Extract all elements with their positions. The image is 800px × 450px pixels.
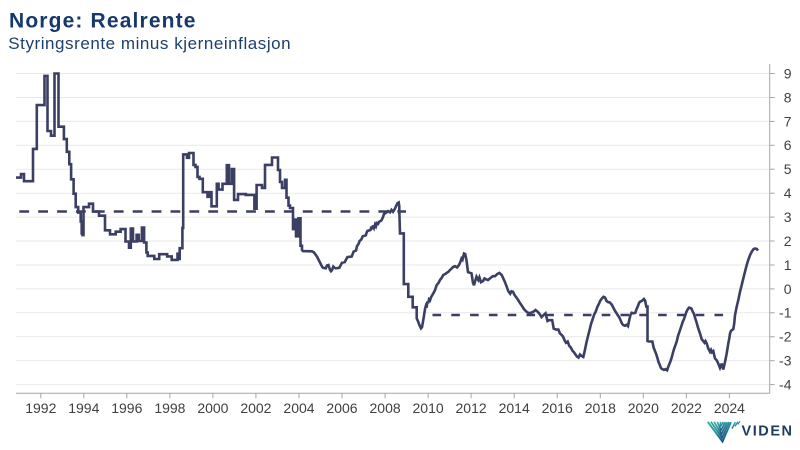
svg-text:2012: 2012 [456, 400, 487, 416]
svg-text:2010: 2010 [413, 400, 444, 416]
svg-text:5: 5 [784, 161, 792, 177]
svg-text:-3: -3 [779, 353, 792, 369]
svg-text:2016: 2016 [542, 400, 573, 416]
svg-text:8: 8 [784, 89, 792, 105]
svg-text:2014: 2014 [499, 400, 530, 416]
svg-text:1998: 1998 [154, 400, 185, 416]
svg-text:1996: 1996 [111, 400, 142, 416]
svg-text:2002: 2002 [240, 400, 271, 416]
svg-text:2: 2 [784, 233, 792, 249]
svg-text:9: 9 [784, 65, 792, 81]
svg-text:VIDEN: VIDEN [742, 423, 794, 439]
svg-text:2006: 2006 [326, 400, 357, 416]
svg-text:1992: 1992 [25, 400, 56, 416]
svg-text:-4: -4 [779, 377, 792, 393]
svg-text:2022: 2022 [671, 400, 702, 416]
svg-text:7: 7 [784, 113, 792, 129]
svg-text:2008: 2008 [370, 400, 401, 416]
svg-text:0: 0 [784, 281, 792, 297]
svg-text:6: 6 [784, 137, 792, 153]
svg-text:Styringsrente minus kjerneinfl: Styringsrente minus kjerneinflasjon [8, 34, 291, 53]
svg-text:2024: 2024 [714, 400, 745, 416]
svg-text:-1: -1 [779, 305, 792, 321]
svg-text:2018: 2018 [585, 400, 616, 416]
svg-text:Norge: Realrente: Norge: Realrente [9, 10, 197, 33]
svg-text:-2: -2 [779, 329, 792, 345]
svg-text:1994: 1994 [68, 400, 99, 416]
svg-text:1: 1 [784, 257, 792, 273]
svg-text:2004: 2004 [283, 400, 314, 416]
svg-text:2000: 2000 [197, 400, 228, 416]
svg-text:3: 3 [784, 209, 792, 225]
svg-text:4: 4 [784, 185, 792, 201]
svg-text:2020: 2020 [628, 400, 659, 416]
